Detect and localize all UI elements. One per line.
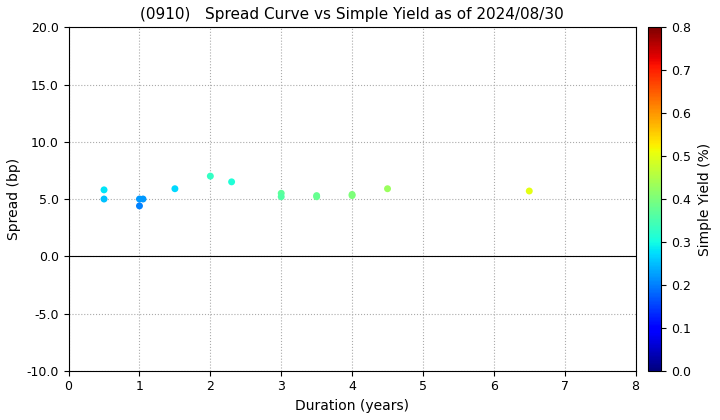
Point <box>346 191 358 198</box>
Point <box>169 185 181 192</box>
Point <box>382 185 393 192</box>
Point <box>204 173 216 179</box>
Point <box>98 196 109 202</box>
Point <box>98 186 109 193</box>
Point <box>138 196 149 202</box>
Point <box>276 193 287 200</box>
Point <box>276 190 287 197</box>
Y-axis label: Spread (bp): Spread (bp) <box>7 158 21 240</box>
Title: (0910)   Spread Curve vs Simple Yield as of 2024/08/30: (0910) Spread Curve vs Simple Yield as o… <box>140 7 564 22</box>
Point <box>346 192 358 199</box>
Y-axis label: Simple Yield (%): Simple Yield (%) <box>698 142 712 256</box>
Point <box>134 202 145 209</box>
Point <box>311 192 323 199</box>
Point <box>523 188 535 194</box>
Point <box>134 196 145 202</box>
Point <box>311 193 323 200</box>
X-axis label: Duration (years): Duration (years) <box>295 399 409 413</box>
Point <box>226 178 238 185</box>
